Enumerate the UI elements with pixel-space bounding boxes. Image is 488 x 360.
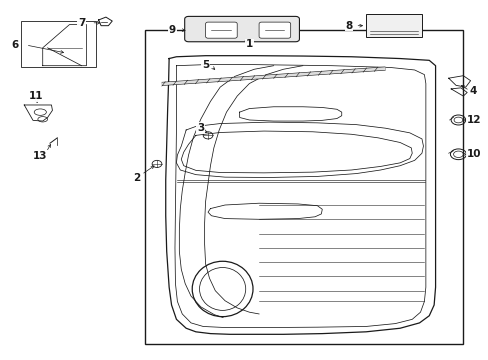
Text: 2: 2 xyxy=(133,173,140,183)
Text: 1: 1 xyxy=(245,39,252,49)
Text: 12: 12 xyxy=(466,115,480,125)
Bar xyxy=(366,14,421,37)
FancyBboxPatch shape xyxy=(205,22,237,38)
Text: 8: 8 xyxy=(345,21,352,31)
Bar xyxy=(21,21,96,67)
Bar xyxy=(144,30,462,344)
Text: 5: 5 xyxy=(202,60,209,70)
Text: 6: 6 xyxy=(11,40,19,50)
Text: 3: 3 xyxy=(197,123,204,133)
Text: 11: 11 xyxy=(29,91,43,101)
Text: 9: 9 xyxy=(169,25,176,35)
Text: 7: 7 xyxy=(78,18,85,28)
FancyBboxPatch shape xyxy=(259,22,290,38)
Text: 10: 10 xyxy=(466,149,480,159)
Text: 4: 4 xyxy=(468,86,476,96)
Text: 13: 13 xyxy=(33,151,47,161)
FancyBboxPatch shape xyxy=(184,17,299,42)
